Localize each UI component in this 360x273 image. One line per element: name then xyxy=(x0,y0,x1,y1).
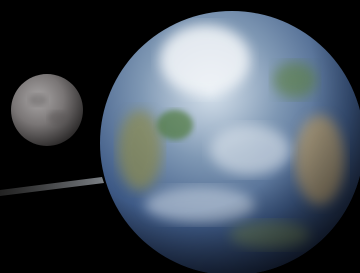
page xyxy=(0,0,360,273)
moon xyxy=(11,74,83,146)
moon-crater xyxy=(48,111,68,125)
moon-disc xyxy=(11,74,83,146)
moon-crater xyxy=(29,94,47,106)
scene xyxy=(0,0,360,273)
earth xyxy=(100,11,360,273)
earth-shading xyxy=(100,11,360,273)
earth-surface xyxy=(100,11,360,273)
